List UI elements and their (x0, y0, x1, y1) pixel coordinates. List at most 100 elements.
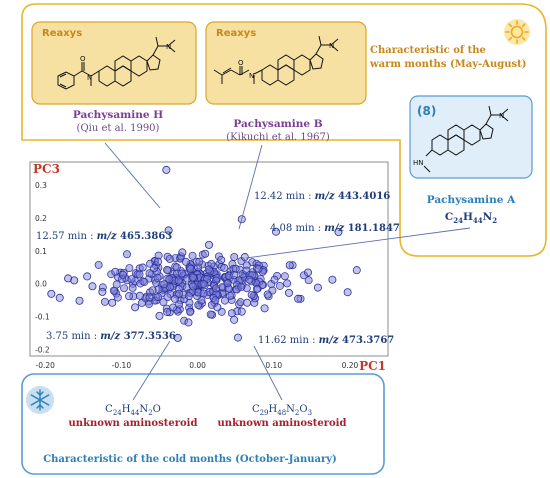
data-point (131, 303, 140, 312)
data-point (154, 285, 163, 294)
warm-caption-line2: warm months (May-August) (369, 59, 526, 70)
data-point (111, 267, 120, 276)
data-point (128, 284, 137, 292)
y-tick-label: 0.3 (35, 181, 47, 190)
data-point (184, 292, 193, 301)
unknown-2-label: unknown aminosteroid (218, 418, 347, 429)
pachysamine-b-n2-atom: N (329, 42, 334, 50)
data-point (118, 270, 127, 279)
data-point (304, 276, 313, 285)
data-point (164, 226, 173, 235)
data-point (240, 253, 249, 262)
data-point (245, 275, 254, 284)
data-point (195, 257, 204, 266)
pachysamine-b-o-atom: O (238, 59, 244, 67)
annotation-465: 12.57 min : m/z 465.3863 (36, 231, 172, 242)
data-point (98, 287, 107, 296)
annotation-377: 3.75 min : m/z 377.3536 (46, 331, 176, 342)
data-point (88, 282, 97, 291)
data-point (170, 294, 179, 303)
data-point (220, 263, 229, 272)
data-point (145, 293, 154, 302)
data-point (137, 298, 146, 307)
data-point (108, 298, 117, 307)
data-point (64, 274, 73, 283)
data-point (283, 279, 292, 288)
data-point (83, 272, 92, 281)
leader-pachysamine-a (245, 227, 471, 259)
data-point (177, 269, 186, 278)
data-point (272, 227, 281, 236)
data-point (186, 308, 195, 316)
data-point (204, 265, 213, 274)
data-point (162, 165, 171, 174)
pachysamine-b-ref: (Kikuchi et al. 1967) (226, 132, 330, 143)
data-point (70, 276, 79, 285)
data-point (352, 266, 361, 275)
pachysamine-a-formula: C24H44N2 (445, 211, 497, 225)
y-tick-label: -0.1 (35, 313, 50, 322)
pachysamine-a-card (409, 95, 533, 179)
data-point (112, 280, 121, 289)
pachysamine-a-n-atom: N (499, 112, 504, 120)
data-point (243, 298, 252, 307)
data-point (186, 264, 195, 273)
pachysamine-b-name: Pachysamine B (233, 118, 322, 130)
leader-unknown-1 (132, 340, 171, 401)
data-point (189, 282, 198, 291)
data-point (75, 296, 84, 305)
data-point (182, 257, 190, 266)
data-point (285, 261, 294, 270)
data-point (296, 294, 305, 303)
data-point (294, 294, 303, 303)
annotation-443: 12.42 min : m/z 443.4016 (254, 191, 390, 202)
data-point (212, 284, 220, 293)
data-point (100, 297, 109, 306)
data-point (135, 291, 144, 300)
data-point (230, 252, 239, 261)
pachysamine-h-name: Pachysamine H (73, 109, 163, 121)
data-point (107, 270, 116, 279)
pachysamine-a-hn-atom: HN (413, 159, 424, 167)
data-point (247, 290, 256, 299)
data-point (145, 269, 154, 278)
data-point (127, 275, 136, 284)
data-point (173, 333, 182, 342)
data-point (304, 268, 313, 277)
pachysamine-h-structure (57, 36, 176, 90)
pachysamine-b-n-atom: N (249, 72, 254, 80)
data-point (201, 249, 210, 258)
data-point (211, 296, 220, 305)
data-point (123, 250, 131, 259)
data-point (328, 275, 337, 284)
data-point (113, 293, 122, 302)
sun-icon (504, 19, 530, 45)
leader-pachysamine-h (104, 142, 161, 209)
data-point (184, 318, 193, 327)
data-point (135, 270, 144, 279)
x-axis-label: PC1 (359, 359, 386, 373)
unknown-1-formula: C24H44N2O (105, 404, 161, 417)
data-point (217, 255, 226, 264)
data-point (55, 293, 64, 302)
pachysamine-a-structure (423, 105, 509, 173)
scatter-chart: -0.20 -0.10 0.00 0.10 0.20 0.3 0.2 0.1 0.0 -0.1 -0… (33, 162, 386, 373)
leader-lines (104, 142, 471, 401)
data-point (175, 300, 184, 309)
leader-pachysamine-b (238, 144, 263, 230)
snowflake-icon (26, 386, 54, 414)
x-tick-label: -0.20 (36, 361, 56, 370)
plot-area (29, 161, 389, 357)
data-point (175, 289, 184, 298)
unknown-1-label: unknown aminosteroid (69, 418, 198, 429)
data-point (288, 261, 297, 270)
data-point (138, 263, 147, 272)
data-point (237, 283, 246, 291)
data-point (94, 260, 103, 269)
annotation-181: 4.08 min : m/z 181.1847 (270, 223, 400, 234)
data-point (174, 276, 183, 285)
data-point (284, 288, 293, 297)
warm-panel-border (21, 3, 547, 257)
data-point (276, 281, 284, 290)
